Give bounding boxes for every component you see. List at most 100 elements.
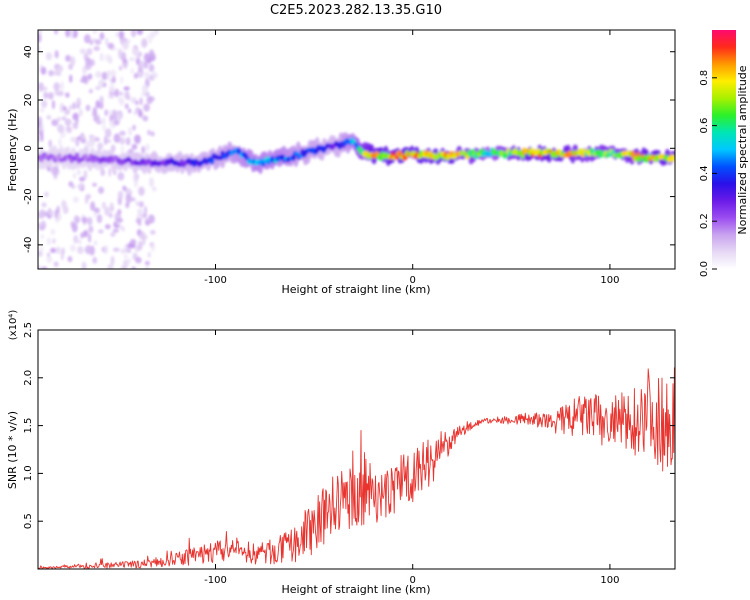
x-tick-label: 100	[600, 575, 619, 586]
spectrogram-cell	[53, 82, 61, 91]
spectrogram-cell	[49, 210, 54, 218]
spectrogram-cell	[390, 152, 396, 157]
spectrogram-cell	[107, 42, 115, 50]
spectrogram-cell	[69, 105, 73, 110]
spectrogram-cell	[79, 48, 86, 55]
spectrogram-cell	[46, 237, 52, 246]
spectrogram-cell	[55, 246, 61, 255]
spectrogram-cell	[99, 52, 104, 62]
spectrogram-cell	[112, 228, 119, 233]
spectrogram-cell	[52, 238, 56, 244]
spectrogram-cell	[54, 50, 59, 59]
spectrogram-cell	[144, 71, 150, 81]
spectrogram-cell	[41, 99, 48, 108]
figure-title: C2E5.2023.282.13.35.G10	[270, 3, 442, 18]
y-tick-label: 2.5	[23, 322, 34, 338]
spectrogram-cell	[77, 184, 83, 190]
colorbar-tick-label: 0.0	[699, 261, 710, 277]
spectrogram-cell	[38, 222, 42, 228]
spectrogram-cell	[58, 138, 62, 147]
spectrogram-cell	[127, 95, 131, 101]
spectrogram-cell	[119, 130, 126, 136]
spectrogram-cell	[125, 193, 132, 204]
spectrogram-cell	[136, 30, 143, 35]
spectrogram-cell	[81, 261, 87, 269]
y-tick-label: 0	[23, 145, 34, 151]
spectrogram-cell	[94, 207, 99, 213]
spectrogram-ticks: -100 0 100 -40 -20 0 20 40	[23, 30, 675, 286]
spectrogram-cell	[120, 145, 125, 155]
spectrogram-ylabel: Frequency (Hz)	[6, 109, 19, 192]
spectrogram-cell	[142, 115, 149, 122]
spectrogram-cell	[38, 33, 42, 43]
spectrogram-cell	[93, 212, 97, 218]
spectrogram-cell	[83, 230, 88, 238]
spectrogram-panel: -100 0 100 -40 -20 0 20 40 Height of straight l…	[6, 29, 676, 296]
spectrogram-cell	[115, 31, 119, 38]
spectrogram-cell	[96, 214, 103, 224]
spectrogram-cell	[95, 100, 101, 109]
spectrogram-cell	[124, 103, 129, 110]
spectrogram-cell	[147, 129, 151, 136]
spectrogram-cell	[135, 256, 142, 264]
spectrogram-cell	[56, 153, 62, 160]
spectrogram-cell	[46, 256, 53, 263]
spectrogram-cell	[41, 86, 48, 92]
spectrogram-cell	[104, 206, 110, 216]
spectrogram-cell	[92, 30, 98, 35]
spectrogram-cell	[59, 102, 65, 113]
spectrogram-cell	[122, 259, 129, 269]
spectrogram-cell	[109, 201, 114, 210]
spectrogram-cell	[117, 48, 123, 59]
spectrogram-cell	[139, 201, 144, 208]
spectrogram-cell	[51, 166, 59, 177]
spectrogram-cell	[40, 132, 44, 143]
spectrogram-cell	[39, 209, 46, 219]
spectrogram-cell	[143, 60, 149, 69]
spectrogram-cell	[135, 51, 141, 60]
spectrogram-xlabel: Height of straight line (km)	[281, 283, 430, 296]
spectrogram-cell	[60, 81, 64, 91]
spectrogram-cell	[40, 234, 45, 239]
spectrogram-cell	[65, 30, 71, 38]
spectrogram-cell	[125, 137, 131, 146]
spectrogram-cell	[73, 234, 79, 244]
y-tick-label: 1.5	[23, 418, 34, 434]
spectrogram-cell	[104, 109, 109, 116]
spectrogram-cell	[127, 126, 133, 136]
spectrogram-cell	[119, 91, 123, 96]
spectrogram-cell	[83, 153, 89, 160]
x-tick-label: 0	[410, 275, 416, 286]
spectrogram-cell	[141, 146, 146, 154]
spectrogram-cell	[110, 144, 116, 153]
spectrogram-cell	[135, 218, 142, 224]
spectrogram-cell	[120, 76, 124, 84]
y-tick-label: 0.5	[23, 513, 34, 529]
spectrogram-cell	[86, 48, 93, 56]
spectrogram-cell	[88, 233, 92, 243]
spectrogram-cell	[70, 136, 77, 143]
spectrogram-cell	[57, 124, 65, 133]
spectrogram-cell	[84, 195, 89, 204]
spectrogram-cell	[113, 120, 120, 126]
spectrogram-cell	[110, 232, 116, 237]
spectrogram-cell	[48, 70, 54, 77]
spectrogram-cell	[71, 223, 78, 233]
spectrogram-cell	[119, 30, 123, 41]
spectrogram-cell	[48, 139, 52, 148]
spectrogram-cell	[47, 92, 54, 100]
x-tick-label: -100	[204, 575, 227, 586]
spectrogram-cell	[109, 69, 117, 77]
spectrogram-cell	[84, 62, 92, 71]
snr-ticks: -100 0 100 0.5 1.0 1.5 2.0 2.5	[23, 322, 675, 586]
spectrogram-cell	[150, 71, 158, 79]
spectrogram-cell	[138, 231, 146, 240]
spectrogram-cell	[130, 96, 137, 104]
spectrogram-cell	[119, 65, 123, 71]
spectrogram-cell	[66, 126, 73, 134]
spectrogram-cell	[38, 264, 41, 269]
spectrogram-cell	[144, 261, 150, 266]
spectrogram-cell	[43, 91, 49, 99]
spectrogram-cell	[108, 83, 116, 94]
spectrogram-cell	[79, 176, 86, 182]
